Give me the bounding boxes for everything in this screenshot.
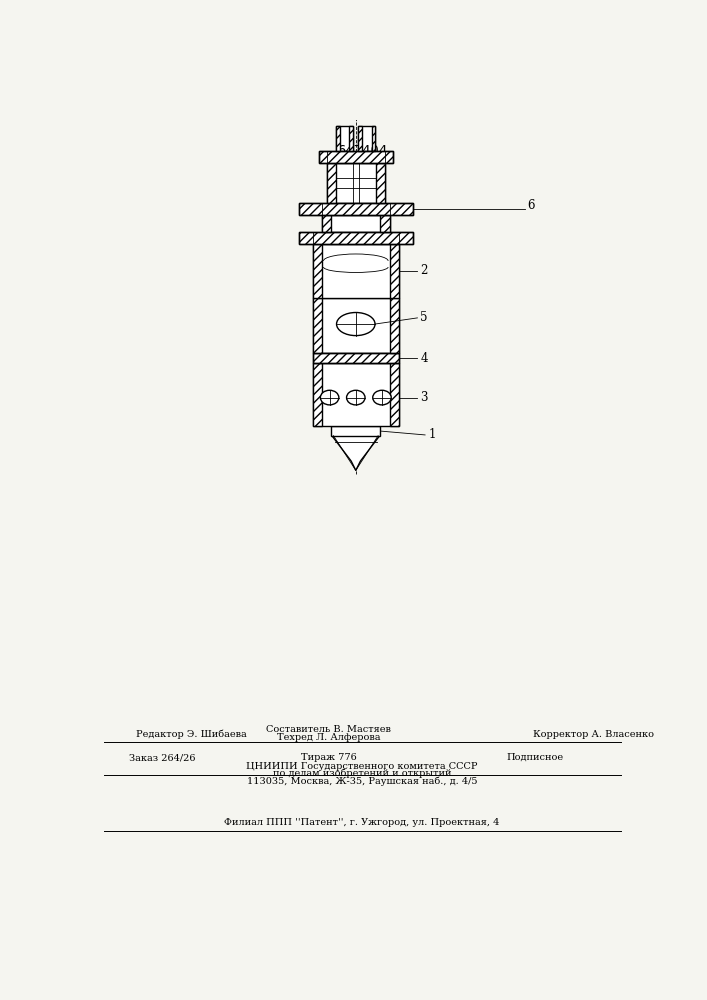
Bar	[336, 126, 340, 151]
Bar	[390, 244, 399, 298]
Bar	[312, 353, 399, 363]
Bar	[380, 215, 390, 232]
Bar	[358, 126, 363, 151]
Bar	[312, 363, 322, 426]
Ellipse shape	[373, 390, 391, 405]
Text: Составитель В. Мастяев: Составитель В. Мастяев	[267, 725, 391, 734]
Text: Тираж 776: Тираж 776	[301, 753, 357, 762]
Text: 1: 1	[428, 428, 436, 441]
Bar	[331, 426, 380, 436]
Bar	[390, 298, 399, 353]
Text: Техред Л. Алферова: Техред Л. Алферова	[277, 733, 380, 742]
Text: Корректор А. Власенко: Корректор А. Власенко	[533, 730, 654, 739]
Text: 4: 4	[421, 352, 428, 365]
Bar	[349, 126, 353, 151]
Text: 5: 5	[421, 311, 428, 324]
Bar	[327, 163, 336, 203]
Text: 3: 3	[421, 391, 428, 404]
Ellipse shape	[346, 390, 365, 405]
Bar	[322, 215, 390, 232]
Text: Заказ 264/26: Заказ 264/26	[129, 753, 195, 762]
Bar	[299, 232, 413, 244]
Text: Редактор Э. Шибаева: Редактор Э. Шибаева	[136, 730, 247, 739]
Text: Подписное: Подписное	[506, 753, 563, 762]
Bar	[312, 244, 399, 298]
Text: 647404: 647404	[337, 144, 387, 158]
Text: 113035, Москва, Ж-35, Раушская наб., д. 4/5: 113035, Москва, Ж-35, Раушская наб., д. …	[247, 777, 477, 786]
Bar	[299, 232, 413, 244]
Text: ЦНИИПИ Государственного комитета СССР: ЦНИИПИ Государственного комитета СССР	[246, 762, 478, 771]
Bar	[376, 163, 385, 203]
Bar	[319, 151, 393, 163]
Bar	[336, 126, 353, 151]
Ellipse shape	[320, 390, 339, 405]
Bar	[312, 363, 399, 426]
Text: по делам изобретений и открытий: по делам изобретений и открытий	[273, 769, 451, 778]
Polygon shape	[332, 436, 380, 470]
Bar	[390, 363, 399, 426]
Text: Филиал ППП ''Патент'', г. Ужгород, ул. Проектная, 4: Филиал ППП ''Патент'', г. Ужгород, ул. П…	[224, 818, 500, 827]
Bar	[322, 215, 331, 232]
Bar	[358, 126, 375, 151]
Bar	[372, 126, 375, 151]
Bar	[312, 298, 399, 353]
Bar	[319, 151, 393, 163]
Bar	[327, 163, 385, 203]
Bar	[312, 298, 322, 353]
Bar	[299, 203, 413, 215]
Bar	[299, 203, 413, 215]
Bar	[312, 244, 322, 298]
Text: 2: 2	[421, 264, 428, 277]
Ellipse shape	[337, 312, 375, 336]
Text: 6: 6	[527, 199, 535, 212]
Bar	[312, 353, 399, 363]
